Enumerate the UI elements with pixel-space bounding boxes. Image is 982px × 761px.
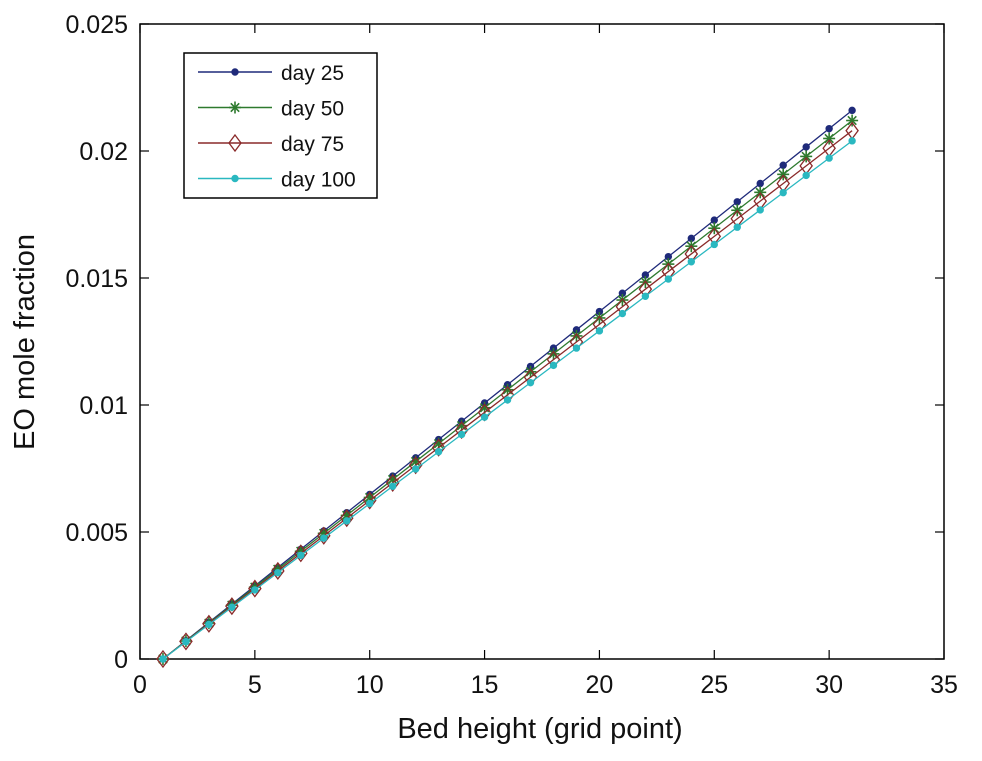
series-day-100: [159, 137, 856, 663]
data-point: [848, 106, 856, 115]
x-tick-label: 15: [471, 671, 499, 699]
x-tick-label: 0: [133, 671, 147, 699]
y-tick-label: 0: [114, 646, 128, 674]
data-point: [756, 179, 764, 188]
x-tick-label: 25: [700, 671, 728, 699]
legend-item: day 100: [198, 169, 356, 192]
data-point: [159, 655, 167, 663]
data-point: [687, 258, 696, 266]
data-point: [388, 482, 397, 490]
data-point: [316, 526, 331, 545]
y-tick-label: 0.015: [65, 265, 128, 293]
data-point: [343, 517, 351, 525]
data-point: [802, 171, 810, 180]
y-tick-label: 0.025: [65, 11, 128, 39]
data-point: [549, 361, 558, 370]
legend-label: day 75: [281, 133, 344, 156]
data-point: [618, 309, 627, 318]
data-point: [800, 150, 813, 163]
data-point: [251, 586, 259, 594]
x-axis-label: Bed height (grid point): [397, 713, 682, 745]
data-point: [595, 327, 604, 335]
data-point: [320, 534, 328, 542]
legend: day 25 day 50 day 75 day 100: [183, 52, 378, 199]
x-tick-label: 10: [356, 671, 384, 699]
legend-item: day 25: [198, 62, 344, 85]
x-tick-label: 35: [930, 671, 958, 699]
legend-marker: [231, 174, 239, 183]
data-point: [274, 568, 282, 577]
data-point: [825, 124, 833, 133]
x-tick-label: 5: [248, 671, 262, 699]
data-point: [431, 438, 446, 457]
data-point: [457, 430, 466, 439]
data-point: [848, 137, 856, 145]
legend-marker: [231, 68, 239, 76]
data-point: [271, 561, 285, 581]
data-point: [777, 168, 790, 181]
legend-label: day 100: [281, 169, 356, 192]
ticks-layer: 0 5 10 15 20 25 30 35 0 0.005 0.01 0.015 0.02 0.025: [65, 11, 957, 699]
series-layer: [156, 106, 859, 669]
data-point: [664, 275, 673, 283]
data-point: [297, 551, 305, 560]
data-point: [802, 143, 810, 151]
data-point: [779, 161, 787, 169]
y-tick-label: 0.01: [79, 392, 128, 420]
data-point: [248, 579, 262, 598]
data-point: [825, 154, 833, 162]
y-axis-label: EO mole fraction: [9, 234, 41, 450]
legend-marker: [228, 133, 242, 153]
y-tick-label: 0.02: [79, 138, 128, 166]
data-point: [733, 198, 741, 206]
x-tick-label: 30: [815, 671, 843, 699]
data-point: [503, 396, 512, 404]
data-point: [480, 413, 489, 421]
data-point: [641, 292, 650, 300]
data-point: [411, 465, 420, 473]
data-point: [756, 206, 764, 214]
data-point: [182, 638, 190, 646]
legend-label: day 50: [281, 98, 344, 121]
legend-item: day 50: [198, 98, 344, 121]
data-point: [710, 240, 718, 249]
legend-box: [183, 52, 378, 199]
data-point: [526, 378, 535, 387]
data-point: [339, 509, 354, 528]
data-point: [733, 223, 741, 231]
x-tick-label: 20: [586, 671, 614, 699]
legend-label: day 25: [281, 62, 344, 85]
data-point: [228, 603, 236, 611]
data-point: [408, 456, 423, 475]
data-point: [434, 448, 443, 456]
data-point: [366, 499, 374, 508]
y-tick-label: 0.005: [65, 519, 128, 547]
data-point: [205, 620, 213, 629]
data-point: [572, 344, 581, 352]
data-point: [293, 544, 308, 563]
data-point: [385, 473, 400, 492]
legend-marker: [229, 101, 241, 114]
data-point: [362, 491, 377, 510]
data-point: [779, 188, 787, 197]
data-point: [823, 132, 836, 145]
data-point: [846, 114, 859, 127]
legend-item: day 75: [198, 133, 344, 156]
